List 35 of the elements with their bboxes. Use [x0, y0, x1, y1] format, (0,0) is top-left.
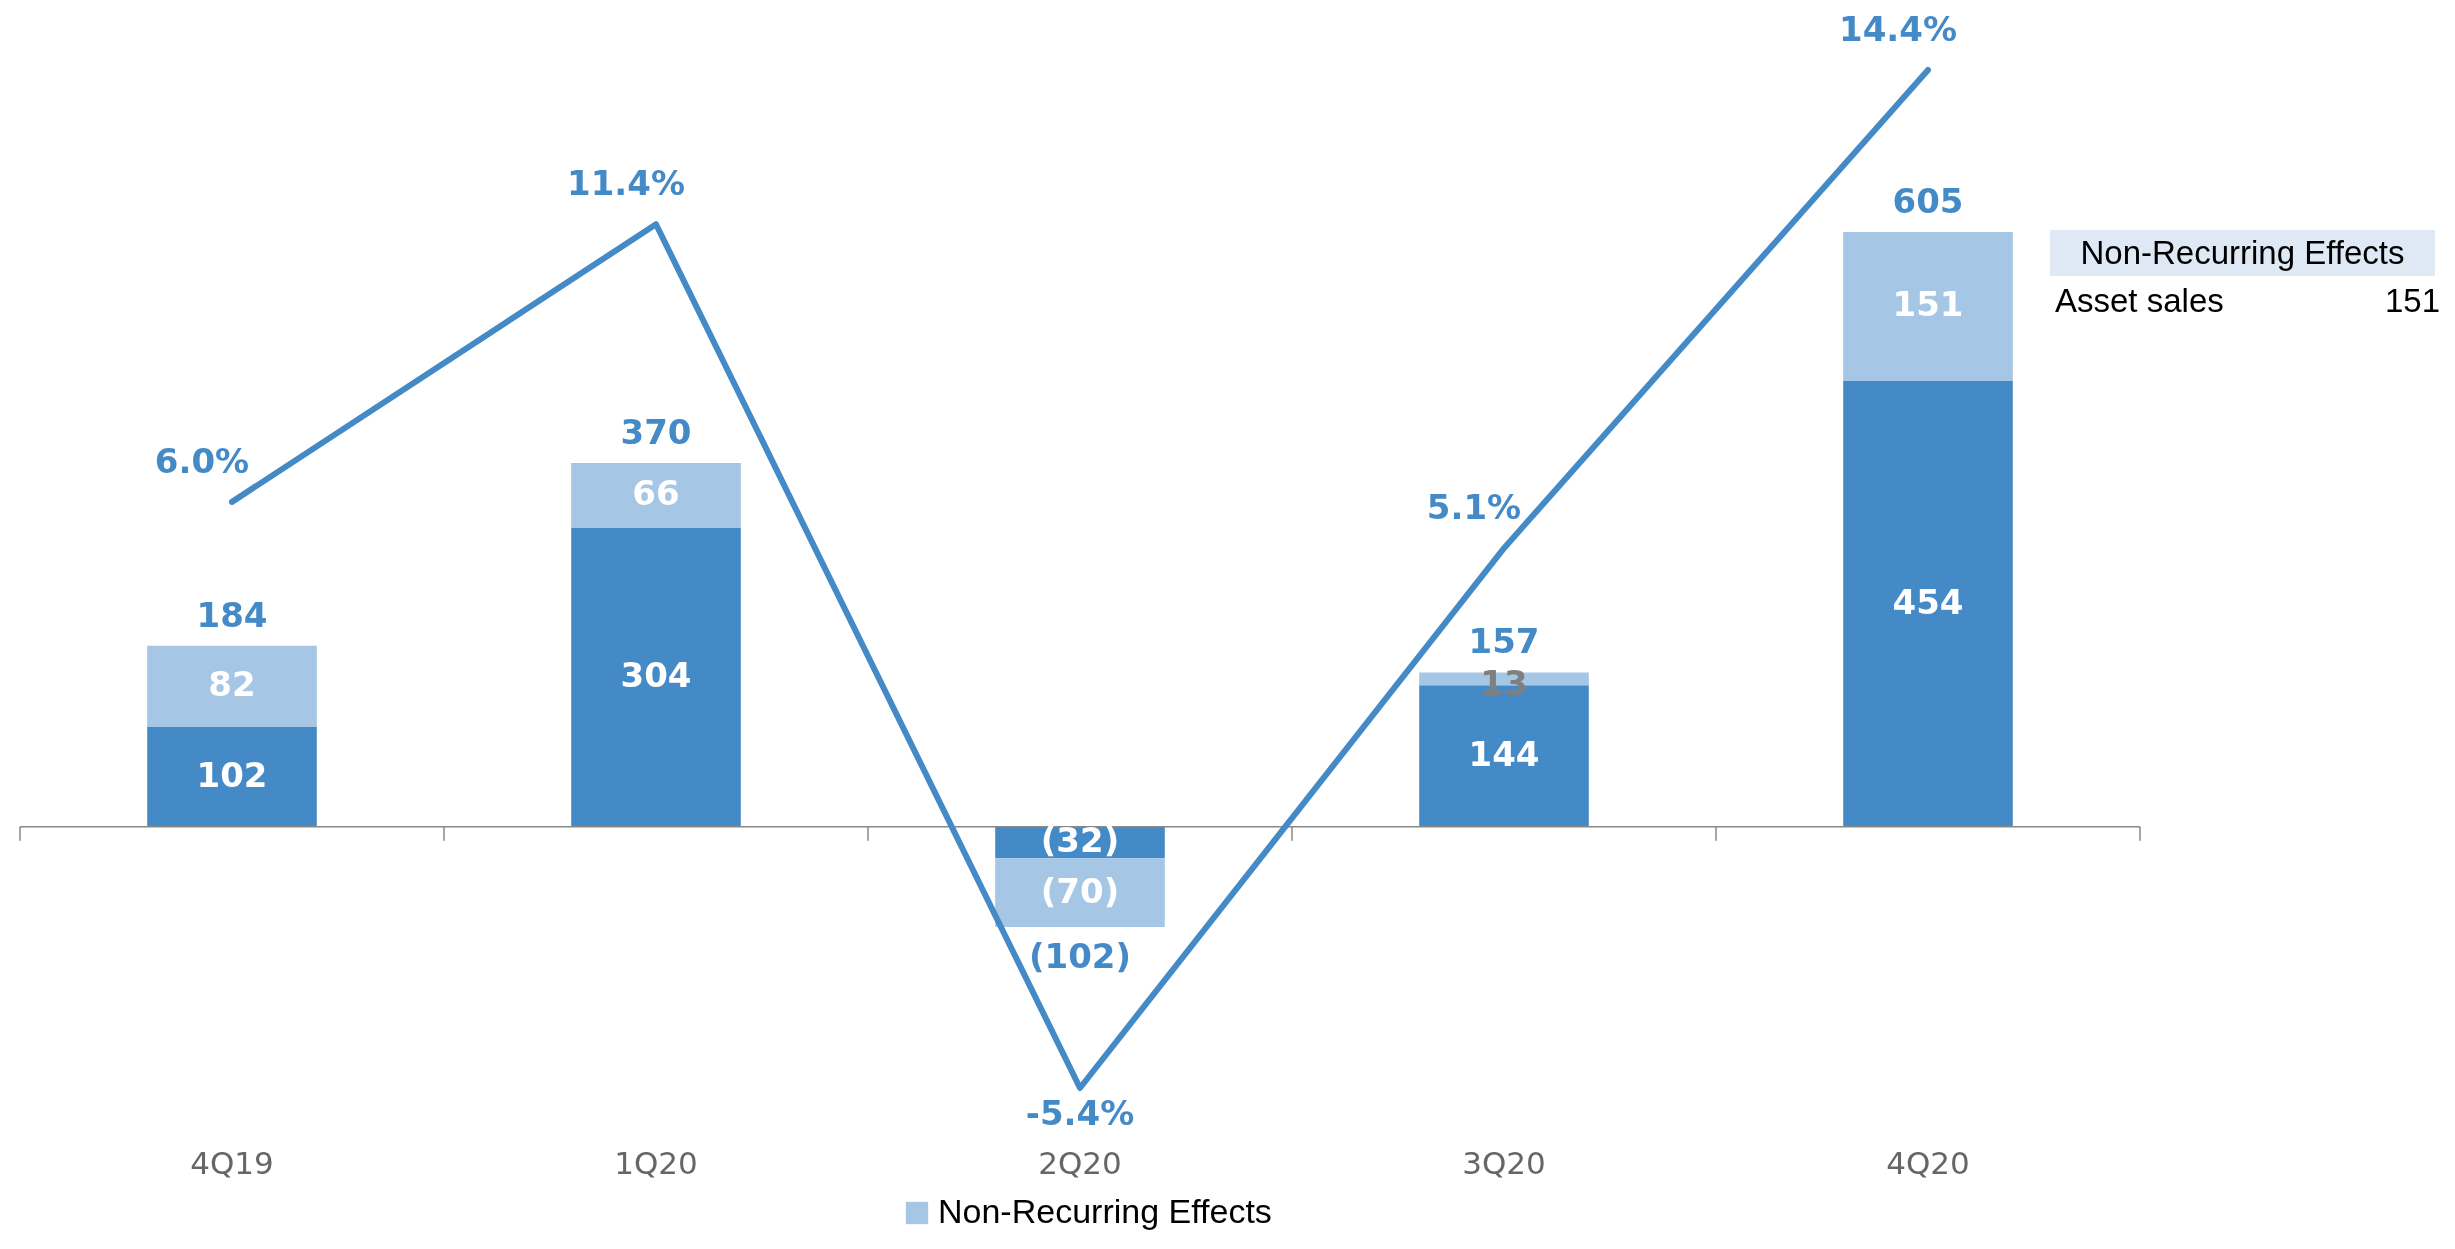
data-label: -5.4%	[1025, 1093, 1135, 1133]
legend-label: Non-Recurring Effects	[938, 1192, 1272, 1230]
data-label: 14.4%	[1839, 9, 1957, 49]
data-label: 144	[1468, 733, 1540, 774]
data-label: 304	[620, 655, 692, 696]
x-tick-label: 2Q20	[1038, 1145, 1122, 1181]
data-label: 5.1%	[1426, 487, 1522, 528]
x-tick-label: 4Q20	[1886, 1145, 1970, 1181]
bar	[1843, 232, 2013, 381]
data-label: 82	[208, 664, 256, 705]
bar	[1843, 380, 2013, 827]
bar	[147, 726, 317, 827]
data-label: 454	[1892, 581, 1964, 622]
data-label: 11.4%	[567, 163, 685, 204]
data-label: 102	[196, 754, 268, 795]
x-tick-label: 4Q19	[190, 1145, 274, 1181]
total-label: 370	[620, 412, 692, 453]
data-label: 6.0%	[154, 440, 250, 481]
bar	[147, 645, 317, 727]
annotation: Non-Recurring Effects	[2050, 230, 2435, 276]
x-tick-label: 3Q20	[1462, 1145, 1546, 1181]
text: 151	[2383, 282, 2440, 320]
bar	[571, 463, 741, 528]
data-label: (32)	[1040, 820, 1120, 861]
bar	[995, 858, 1165, 927]
total-label: 605	[1892, 181, 1964, 221]
total-label: 184	[196, 594, 268, 635]
x-tick-label: 1Q20	[614, 1145, 698, 1181]
data-label: 151	[1892, 284, 1964, 325]
bar	[571, 527, 741, 827]
total-label: 157	[1468, 621, 1540, 662]
total-label: (102)	[1028, 936, 1132, 976]
data-label: (70)	[1040, 870, 1120, 911]
annotation: Asset sales	[2055, 282, 2225, 320]
data-label: 66	[632, 473, 680, 514]
